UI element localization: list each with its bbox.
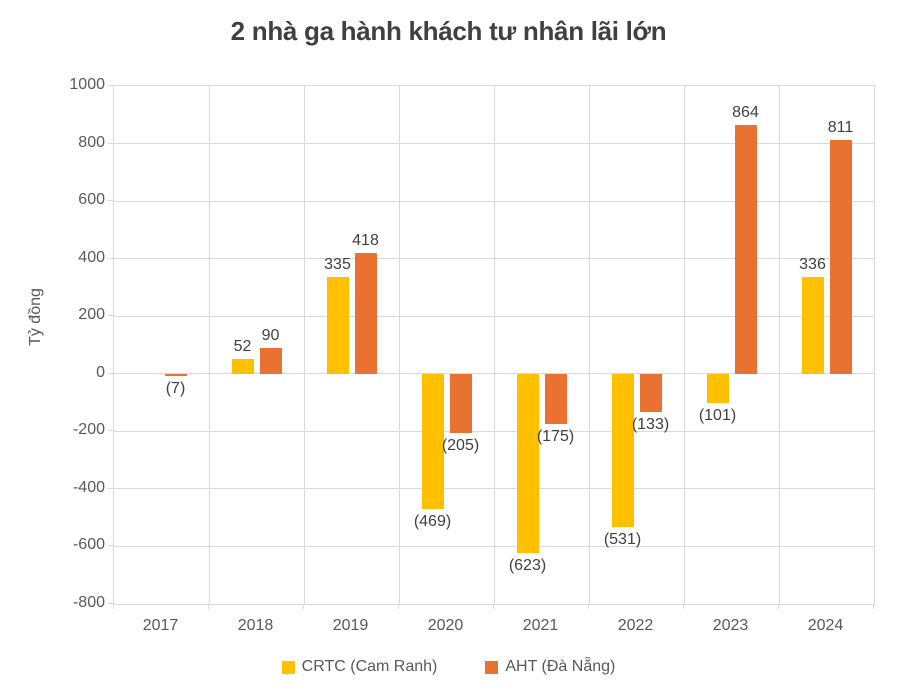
- bar-label-crtc-2021: (623): [508, 557, 547, 575]
- bar-aht-2022: [639, 373, 662, 413]
- y-tick-mark: [108, 430, 113, 432]
- y-tick-label: 400: [78, 248, 105, 266]
- legend: CRTC (Cam Ranh) AHT (Đà Nẵng): [0, 658, 897, 676]
- gridline-vertical: [493, 86, 495, 604]
- bar-crtc-2021: [516, 373, 539, 554]
- y-tick-mark: [108, 257, 113, 259]
- legend-label-aht: AHT (Đà Nẵng): [505, 658, 616, 675]
- x-axis-label-2020: 2020: [427, 617, 464, 634]
- bar-aht-2019: [354, 253, 377, 374]
- bar-aht-2021: [544, 373, 567, 425]
- legend-swatch-crtc: [281, 660, 295, 674]
- y-tick-label: 0: [96, 363, 105, 381]
- gridline-vertical: [398, 86, 400, 604]
- x-axis-label-2023: 2023: [712, 617, 749, 634]
- bar-aht-2018: [259, 347, 282, 374]
- bar-label-crtc-2020: (469): [413, 512, 452, 530]
- gridline-vertical: [303, 86, 305, 604]
- x-tick-mark: [873, 604, 874, 609]
- bar-label-aht-2017: (7): [165, 379, 186, 397]
- y-axis-title: Tỷ đồng: [27, 288, 44, 346]
- gridline-vertical: [778, 86, 780, 604]
- bar-aht-2020: [449, 373, 472, 433]
- gridline-vertical: [208, 86, 210, 604]
- bar-label-crtc-2024: 336: [799, 256, 826, 274]
- x-tick-mark: [303, 604, 304, 609]
- bar-aht-2017: [164, 373, 187, 376]
- y-tick-label: 600: [78, 191, 105, 209]
- x-tick-mark: [778, 604, 779, 609]
- y-tick-mark: [108, 487, 113, 489]
- y-tick-label: -200: [72, 421, 105, 439]
- gridline-vertical: [588, 86, 590, 604]
- legend-item-aht: AHT (Đà Nẵng): [485, 658, 615, 676]
- bar-aht-2023: [734, 125, 757, 374]
- bar-label-aht-2018: 90: [261, 326, 280, 344]
- x-tick-mark: [683, 604, 684, 609]
- y-tick-label: -800: [72, 594, 105, 611]
- y-tick-label: -600: [72, 536, 105, 554]
- bar-crtc-2019: [326, 277, 349, 374]
- legend-label-crtc: CRTC (Cam Ranh): [301, 658, 438, 675]
- bar-label-crtc-2023: (101): [698, 406, 737, 424]
- legend-swatch-aht: [485, 660, 499, 674]
- bar-label-aht-2019: 418: [352, 232, 379, 250]
- y-tick-mark: [108, 372, 113, 374]
- x-tick-mark: [208, 604, 209, 609]
- bar-crtc-2024: [801, 277, 824, 374]
- bar-crtc-2022: [611, 373, 634, 527]
- bar-label-aht-2021: (175): [536, 428, 575, 446]
- bar-label-crtc-2019: 335: [324, 256, 351, 274]
- x-tick-mark: [398, 604, 399, 609]
- chart-title: 2 nhà ga hành khách tư nhân lãi lớn: [230, 16, 667, 46]
- x-axis-label-2021: 2021: [522, 617, 559, 634]
- x-axis-label-2024: 2024: [807, 617, 844, 634]
- y-tick-mark: [108, 603, 113, 604]
- bar-label-aht-2024: 811: [827, 119, 854, 137]
- legend-item-crtc: CRTC (Cam Ranh): [281, 658, 438, 676]
- gridline-vertical: [683, 86, 685, 604]
- bar-label-crtc-2018: 52: [233, 337, 252, 355]
- x-tick-mark: [588, 604, 589, 609]
- y-tick-label: 200: [78, 306, 105, 324]
- x-axis-label-2022: 2022: [617, 617, 654, 634]
- y-tick-label: -400: [72, 478, 105, 496]
- bar-crtc-2023: [706, 373, 729, 403]
- x-tick-mark: [493, 604, 494, 609]
- x-tick-mark: [113, 604, 114, 609]
- plot-area: (7) 52 90 335 418 (469) (205) (623) (175) (531) (1…: [113, 85, 875, 605]
- x-axis-label-2017: 2017: [142, 617, 179, 634]
- y-tick-mark: [108, 85, 113, 86]
- bar-aht-2024: [829, 140, 852, 374]
- bar-crtc-2020: [421, 373, 444, 509]
- y-tick-mark: [108, 545, 113, 547]
- x-axis-label-2019: 2019: [332, 617, 369, 634]
- bar-label-aht-2022: (133): [631, 416, 670, 434]
- y-tick-label: 1000: [69, 76, 105, 93]
- y-tick-mark: [108, 142, 113, 144]
- y-tick-label: 800: [78, 133, 105, 151]
- x-axis-label-2018: 2018: [237, 617, 274, 634]
- bar-label-aht-2020: (205): [441, 436, 480, 454]
- y-tick-mark: [108, 315, 113, 317]
- bar-crtc-2018: [231, 358, 254, 374]
- bar-label-aht-2023: 864: [732, 104, 759, 122]
- bar-label-crtc-2022: (531): [603, 530, 642, 548]
- y-tick-mark: [108, 200, 113, 202]
